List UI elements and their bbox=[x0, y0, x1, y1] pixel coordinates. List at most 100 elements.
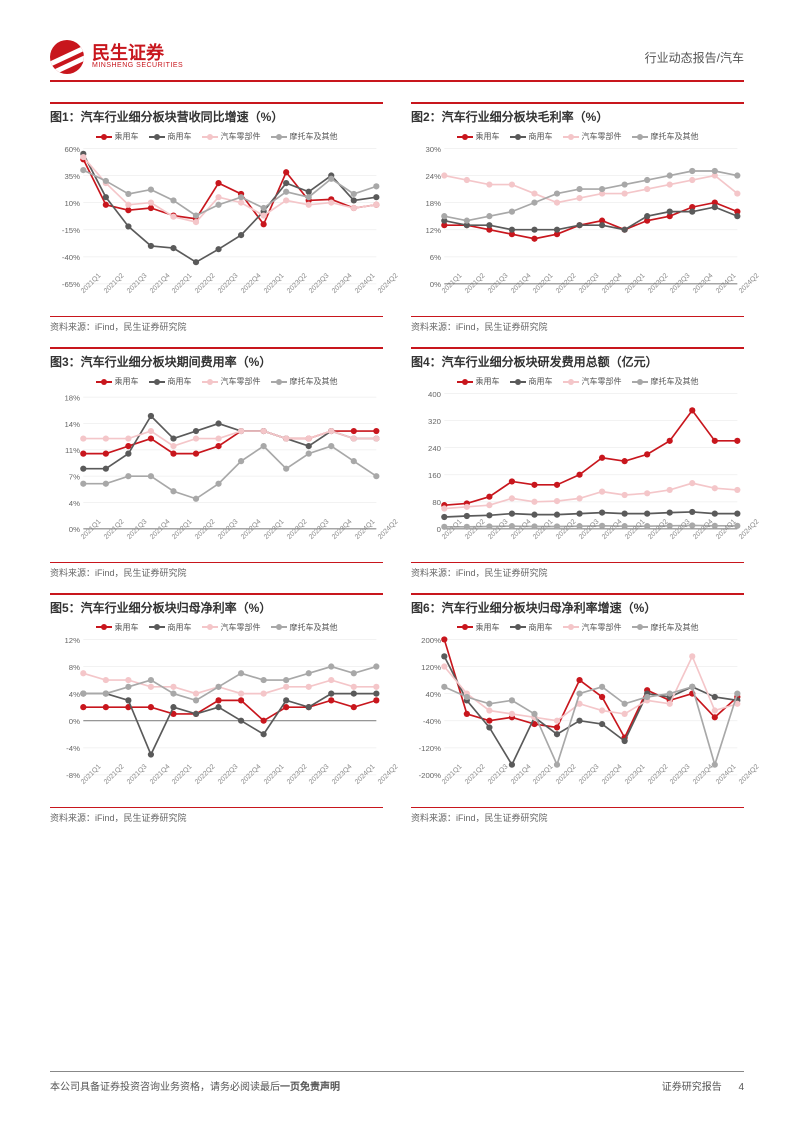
company-name-cn: 民生证券 bbox=[92, 44, 183, 62]
chart-title: 图3：汽车行业细分板块期间费用率（%） bbox=[50, 347, 383, 370]
svg-text:30%: 30% bbox=[425, 145, 441, 154]
svg-text:-8%: -8% bbox=[66, 771, 80, 779]
chart-legend: 乘用车商用车汽车零部件摩托车及其他 bbox=[411, 620, 744, 635]
svg-text:6%: 6% bbox=[430, 253, 441, 262]
x-axis-labels: 2021Q12021Q22021Q32021Q42022Q12022Q22022… bbox=[411, 781, 744, 803]
legend-marker-icon bbox=[632, 626, 648, 628]
legend-label: 乘用车 bbox=[115, 131, 139, 142]
legend-item: 商用车 bbox=[510, 131, 553, 142]
chart-svg: -65%-40%-15%10%35%60% bbox=[50, 144, 383, 288]
svg-text:12%: 12% bbox=[64, 635, 80, 644]
chart-title: 图1：汽车行业细分板块营收同比增速（%） bbox=[50, 102, 383, 125]
legend-item: 汽车零部件 bbox=[202, 131, 261, 142]
legend-label: 商用车 bbox=[168, 622, 192, 633]
chart-title: 图4：汽车行业细分板块研发费用总额（亿元） bbox=[411, 347, 744, 370]
legend-label: 摩托车及其他 bbox=[651, 376, 699, 387]
legend-marker-icon bbox=[457, 136, 473, 138]
svg-text:60%: 60% bbox=[64, 145, 80, 154]
chart-source: 资料来源：iFind，民生证券研究院 bbox=[50, 807, 383, 830]
chart-title: 图5：汽车行业细分板块归母净利率（%） bbox=[50, 593, 383, 616]
svg-text:0%: 0% bbox=[430, 280, 441, 288]
legend-label: 乘用车 bbox=[476, 376, 500, 387]
chart-source: 资料来源：iFind，民生证券研究院 bbox=[411, 316, 744, 339]
legend-marker-icon bbox=[271, 626, 287, 628]
svg-text:0%: 0% bbox=[69, 717, 80, 726]
svg-text:0: 0 bbox=[437, 525, 441, 533]
svg-text:-120%: -120% bbox=[419, 744, 442, 753]
legend-item: 商用车 bbox=[149, 131, 192, 142]
svg-text:160: 160 bbox=[428, 471, 441, 480]
chart-grid: 图1：汽车行业细分板块营收同比增速（%）乘用车商用车汽车零部件摩托车及其他-65… bbox=[50, 102, 744, 830]
legend-item: 商用车 bbox=[149, 376, 192, 387]
logo-icon bbox=[50, 40, 84, 74]
chart-panel: 图5：汽车行业细分板块归母净利率（%）乘用车商用车汽车零部件摩托车及其他-8%-… bbox=[50, 593, 383, 830]
legend-marker-icon bbox=[563, 136, 579, 138]
svg-text:80: 80 bbox=[432, 498, 441, 507]
chart-panel: 图6：汽车行业细分板块归母净利率增速（%）乘用车商用车汽车零部件摩托车及其他-2… bbox=[411, 593, 744, 830]
svg-text:400: 400 bbox=[428, 390, 441, 399]
x-axis-labels: 2021Q12021Q22021Q32021Q42022Q12022Q22022… bbox=[50, 290, 383, 312]
legend-item: 摩托车及其他 bbox=[632, 622, 699, 633]
legend-item: 摩托车及其他 bbox=[271, 622, 338, 633]
chart-legend: 乘用车商用车汽车零部件摩托车及其他 bbox=[411, 374, 744, 389]
legend-label: 摩托车及其他 bbox=[651, 622, 699, 633]
svg-text:-15%: -15% bbox=[62, 226, 80, 235]
legend-item: 摩托车及其他 bbox=[271, 376, 338, 387]
svg-text:-65%: -65% bbox=[62, 280, 80, 288]
chart-svg: -8% -4% 0% 4% 8% 12% bbox=[50, 635, 383, 779]
chart-svg: 0%4%7%11%14%18% bbox=[50, 389, 383, 533]
legend-marker-icon bbox=[632, 136, 648, 138]
legend-marker-icon bbox=[96, 136, 112, 138]
legend-marker-icon bbox=[202, 626, 218, 628]
legend-label: 商用车 bbox=[529, 622, 553, 633]
legend-label: 乘用车 bbox=[476, 131, 500, 142]
svg-text:-4%: -4% bbox=[66, 744, 80, 753]
svg-text:12%: 12% bbox=[425, 226, 441, 235]
legend-label: 商用车 bbox=[529, 131, 553, 142]
chart-title: 图2：汽车行业细分板块毛利率（%） bbox=[411, 102, 744, 125]
company-name-en: MINSHENG SECURITIES bbox=[92, 62, 183, 70]
legend-item: 商用车 bbox=[149, 622, 192, 633]
legend-marker-icon bbox=[510, 381, 526, 383]
svg-text:0%: 0% bbox=[69, 525, 80, 533]
legend-marker-icon bbox=[510, 626, 526, 628]
chart-svg: -200%-120%-40%40%120%200% bbox=[411, 635, 744, 779]
svg-text:8%: 8% bbox=[69, 662, 80, 671]
chart-legend: 乘用车商用车汽车零部件摩托车及其他 bbox=[50, 374, 383, 389]
svg-text:120%: 120% bbox=[421, 662, 441, 671]
svg-text:7%: 7% bbox=[69, 473, 80, 482]
svg-text:18%: 18% bbox=[64, 394, 80, 403]
legend-item: 摩托车及其他 bbox=[632, 131, 699, 142]
page-header: 民生证券 MINSHENG SECURITIES 行业动态报告/汽车 bbox=[50, 40, 744, 82]
legend-label: 汽车零部件 bbox=[582, 131, 622, 142]
legend-item: 商用车 bbox=[510, 376, 553, 387]
svg-text:240: 240 bbox=[428, 444, 441, 453]
page-number: 4 bbox=[738, 1082, 744, 1093]
svg-text:4%: 4% bbox=[69, 690, 80, 699]
legend-item: 乘用车 bbox=[96, 131, 139, 142]
legend-item: 汽车零部件 bbox=[202, 622, 261, 633]
legend-marker-icon bbox=[271, 381, 287, 383]
x-axis-labels: 2021Q12021Q22021Q32021Q42022Q12022Q22022… bbox=[411, 290, 744, 312]
svg-text:200%: 200% bbox=[421, 635, 441, 644]
legend-item: 乘用车 bbox=[96, 622, 139, 633]
legend-label: 摩托车及其他 bbox=[290, 622, 338, 633]
chart-svg: 0% 6% 12% 18% 24% 30% bbox=[411, 144, 744, 288]
legend-item: 乘用车 bbox=[96, 376, 139, 387]
svg-text:4%: 4% bbox=[69, 499, 80, 508]
legend-label: 乘用车 bbox=[115, 376, 139, 387]
svg-text:18%: 18% bbox=[425, 199, 441, 208]
svg-text:-40%: -40% bbox=[423, 717, 441, 726]
x-axis-labels: 2021Q12021Q22021Q32021Q42022Q12022Q22022… bbox=[50, 781, 383, 803]
legend-marker-icon bbox=[96, 381, 112, 383]
legend-item: 乘用车 bbox=[457, 376, 500, 387]
legend-marker-icon bbox=[149, 381, 165, 383]
chart-source: 资料来源：iFind，民生证券研究院 bbox=[50, 562, 383, 585]
svg-text:-40%: -40% bbox=[62, 253, 80, 262]
x-axis-labels: 2021Q12021Q22021Q32021Q42022Q12022Q22022… bbox=[411, 536, 744, 558]
breadcrumb: 行业动态报告/汽车 bbox=[645, 49, 744, 66]
chart-panel: 图4：汽车行业细分板块研发费用总额（亿元） 乘用车商用车汽车零部件摩托车及其他 0 8… bbox=[411, 347, 744, 584]
svg-text:24%: 24% bbox=[425, 172, 441, 181]
legend-marker-icon bbox=[96, 626, 112, 628]
chart-panel: 图2：汽车行业细分板块毛利率（%） 乘用车 商用车 汽车零部件摩托车及其他 0% 6% 12… bbox=[411, 102, 744, 339]
